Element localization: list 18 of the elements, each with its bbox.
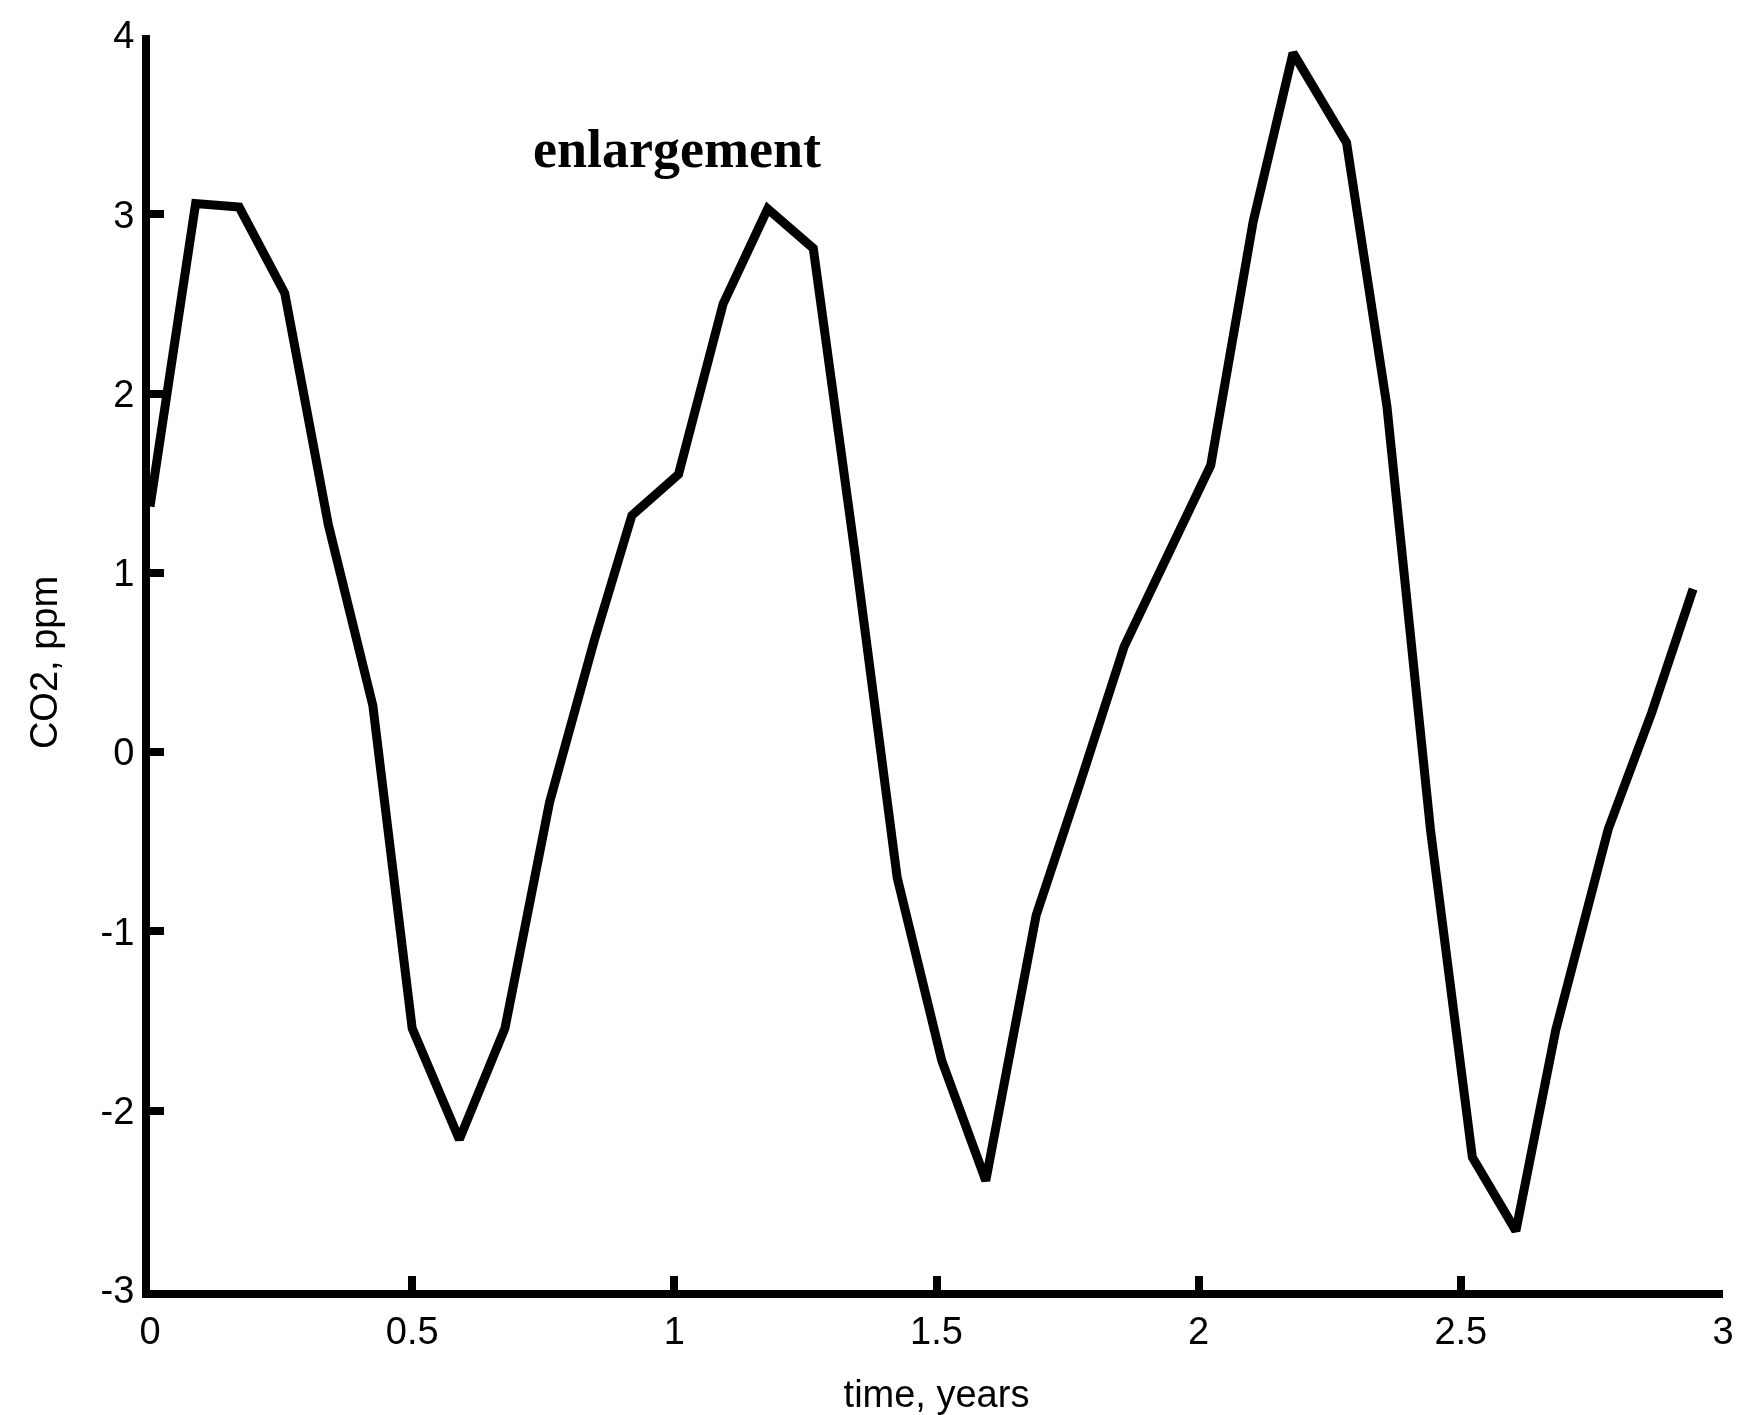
y-tick-label: -1 bbox=[100, 910, 135, 953]
y-tick-label: 3 bbox=[113, 193, 135, 236]
y-tick-label: 4 bbox=[113, 14, 135, 57]
annotation: enlargement bbox=[533, 119, 821, 179]
y-tick-label: 1 bbox=[113, 552, 135, 595]
x-axis-title: time, years bbox=[843, 1373, 1030, 1415]
x-tick-label: 0 bbox=[139, 1309, 161, 1352]
y-tick-label: 0 bbox=[113, 731, 135, 774]
x-tick-label: 1.5 bbox=[910, 1309, 963, 1352]
x-tick-label: 0.5 bbox=[385, 1309, 439, 1352]
y-tick-label: 2 bbox=[113, 372, 135, 415]
y-tick-label: -3 bbox=[100, 1269, 135, 1312]
x-tick-label: 2.5 bbox=[1434, 1309, 1488, 1352]
x-tick-label: 3 bbox=[1712, 1309, 1734, 1352]
x-tick-label: 2 bbox=[1188, 1309, 1210, 1352]
x-tick-label: 1 bbox=[663, 1309, 685, 1352]
y-tick-label: -2 bbox=[100, 1090, 135, 1133]
y-axis-title: CO2, ppm bbox=[23, 575, 65, 750]
